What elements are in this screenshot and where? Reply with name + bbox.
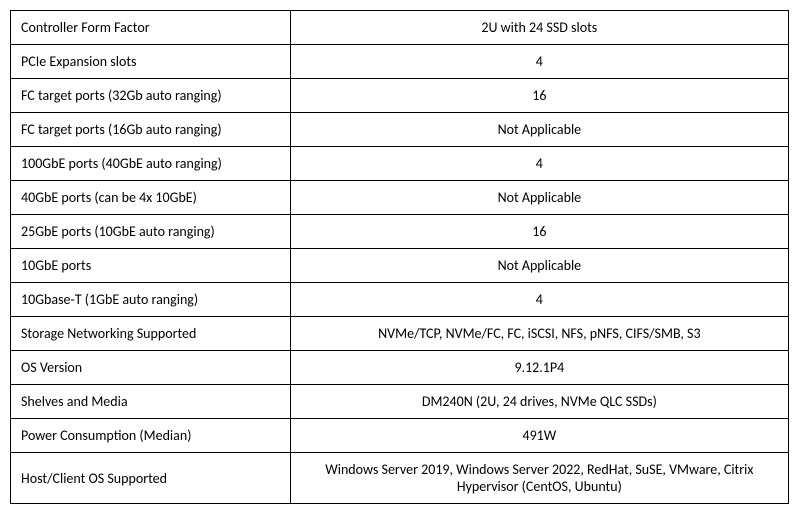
table-row: Shelves and Media DM240N (2U, 24 drives,… (11, 385, 789, 419)
spec-label: FC target ports (32Gb auto ranging) (11, 79, 291, 113)
table-row: FC target ports (32Gb auto ranging) 16 (11, 79, 789, 113)
table-row: 100GbE ports (40GbE auto ranging) 4 (11, 147, 789, 181)
spec-label: PCIe Expansion slots (11, 45, 291, 79)
table-row: OS Version 9.12.1P4 (11, 351, 789, 385)
table-row: 40GbE ports (can be 4x 10GbE) Not Applic… (11, 181, 789, 215)
spec-value: NVMe/TCP, NVMe/FC, FC, iSCSI, NFS, pNFS,… (290, 317, 788, 351)
spec-label: 100GbE ports (40GbE auto ranging) (11, 147, 291, 181)
spec-label: 40GbE ports (can be 4x 10GbE) (11, 181, 291, 215)
table-row: PCIe Expansion slots 4 (11, 45, 789, 79)
table-row: 10GbE ports Not Applicable (11, 249, 789, 283)
table-row: 25GbE ports (10GbE auto ranging) 16 (11, 215, 789, 249)
spec-label: 10Gbase-T (1GbE auto ranging) (11, 283, 291, 317)
spec-label: Controller Form Factor (11, 11, 291, 45)
spec-label: OS Version (11, 351, 291, 385)
spec-table-body: Controller Form Factor 2U with 24 SSD sl… (11, 11, 789, 504)
spec-value: 9.12.1P4 (290, 351, 788, 385)
spec-value: 16 (290, 215, 788, 249)
table-row: 10Gbase-T (1GbE auto ranging) 4 (11, 283, 789, 317)
spec-label: FC target ports (16Gb auto ranging) (11, 113, 291, 147)
table-row: Storage Networking Supported NVMe/TCP, N… (11, 317, 789, 351)
spec-label: Storage Networking Supported (11, 317, 291, 351)
spec-value: Windows Server 2019, Windows Server 2022… (290, 453, 788, 504)
spec-label: Shelves and Media (11, 385, 291, 419)
spec-label: 10GbE ports (11, 249, 291, 283)
spec-table: Controller Form Factor 2U with 24 SSD sl… (10, 10, 789, 504)
spec-value: Not Applicable (290, 113, 788, 147)
spec-label: Host/Client OS Supported (11, 453, 291, 504)
table-row: Power Consumption (Median) 491W (11, 419, 789, 453)
spec-label: 25GbE ports (10GbE auto ranging) (11, 215, 291, 249)
spec-value: DM240N (2U, 24 drives, NVMe QLC SSDs) (290, 385, 788, 419)
spec-value: 4 (290, 147, 788, 181)
table-row: Host/Client OS Supported Windows Server … (11, 453, 789, 504)
spec-value: 4 (290, 283, 788, 317)
spec-value: 2U with 24 SSD slots (290, 11, 788, 45)
spec-value: Not Applicable (290, 249, 788, 283)
spec-value: 16 (290, 79, 788, 113)
table-row: FC target ports (16Gb auto ranging) Not … (11, 113, 789, 147)
spec-value: 491W (290, 419, 788, 453)
spec-label: Power Consumption (Median) (11, 419, 291, 453)
table-row: Controller Form Factor 2U with 24 SSD sl… (11, 11, 789, 45)
spec-value: Not Applicable (290, 181, 788, 215)
spec-value: 4 (290, 45, 788, 79)
